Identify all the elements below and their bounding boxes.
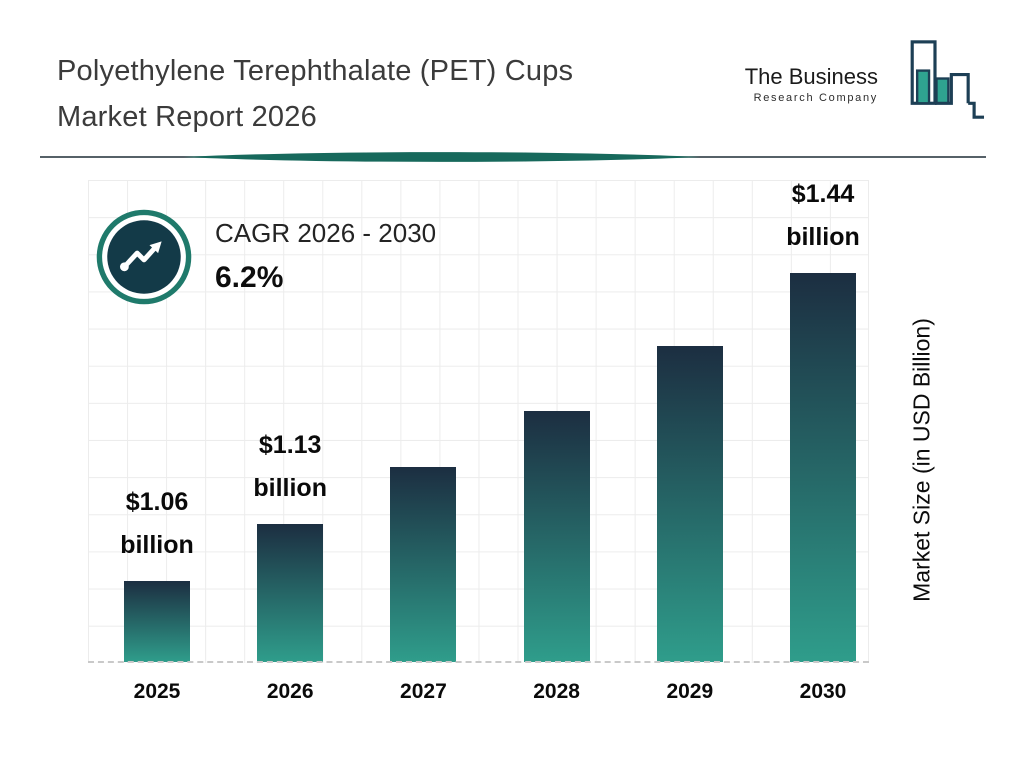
bar-chart-logo-icon [910, 40, 985, 119]
bar-value-unit: billion [253, 474, 327, 502]
x-tick-label-2026: 2026 [266, 680, 314, 703]
bar-group-2027: 2027 [348, 467, 498, 703]
company-logo-text: The Business Research Company [745, 64, 878, 104]
bar-group-2028: 2028 [482, 411, 632, 703]
bar-value-amount: $1.44 [791, 180, 855, 208]
bar-2029 [656, 346, 723, 662]
chart-plot: $1.06 billion 2025 $1.13 billion 2026 2027 2028… [88, 180, 869, 703]
x-tick-label-2028: 2028 [533, 680, 580, 703]
bar-2030 [790, 273, 856, 662]
bar-group-2025: $1.06 billion 2025 [82, 481, 232, 703]
bar-2026 [257, 524, 324, 662]
cagr-callout: CAGR 2026 - 2030 6.2% [95, 208, 436, 306]
report-title-line-2: Market Report 2026 [57, 101, 317, 133]
company-subname: Research Company [753, 92, 878, 104]
x-tick-label-2027: 2027 [400, 680, 447, 703]
y-axis-label: Market Size (in USD Billion) [908, 318, 935, 602]
bar-value-amount: $1.13 [258, 431, 322, 459]
header-divider [40, 152, 986, 162]
bar-group-2026: $1.13 billion 2026 [215, 424, 365, 703]
x-tick-label-2025: 2025 [133, 680, 181, 703]
report-title: Polyethylene Terephthalate (PET) Cups Ma… [57, 48, 573, 140]
bar-value-unit: billion [786, 223, 860, 251]
company-name: The Business [744, 64, 878, 89]
chart-grid [88, 180, 869, 663]
cagr-label: CAGR 2026 - 2030 [215, 218, 437, 248]
bar-2028 [523, 411, 590, 662]
bar-value-label-2030: $1.44 billion [786, 173, 860, 259]
bar-value-label-2025: $1.06 billion [120, 481, 194, 567]
bar-value-label-2026: $1.13 billion [253, 424, 327, 510]
x-tick-label-2030: 2030 [799, 680, 847, 703]
bar-group-2030: $1.44 billion 2030 [748, 173, 898, 703]
bar-value-unit: billion [120, 531, 194, 559]
trending-up-icon [96, 209, 192, 305]
chart-baseline [88, 661, 869, 663]
company-logo: The Business Research Company [745, 38, 986, 124]
bar-value-amount: $1.06 [125, 488, 189, 516]
cagr-value: 6.2% [215, 261, 284, 294]
bar-2025 [124, 581, 190, 662]
bar-group-2029: 2029 [615, 346, 765, 703]
x-tick-label-2029: 2029 [666, 680, 714, 703]
bar-2027 [390, 467, 457, 662]
cagr-text: CAGR 2026 - 2030 6.2% [215, 208, 436, 295]
report-title-line-1: Polyethylene Terephthalate (PET) Cups [57, 55, 574, 87]
